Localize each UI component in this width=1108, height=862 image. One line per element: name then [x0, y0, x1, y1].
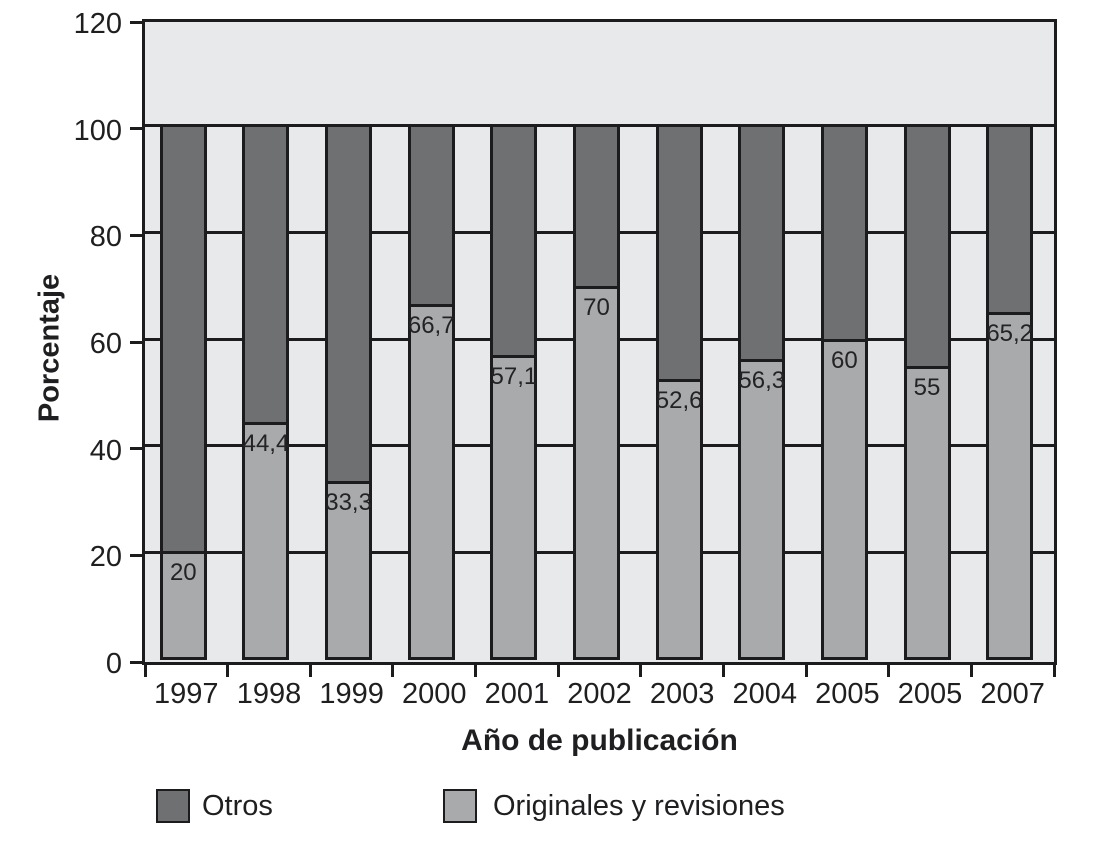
y-tick-mark-40	[130, 447, 144, 451]
bar-2002-5: 70	[573, 124, 620, 661]
bar-2001-4: 57,1	[490, 124, 538, 661]
bar-segment-otros	[410, 127, 452, 304]
bar-segment-originales: 44,4	[243, 422, 289, 658]
bar-segment-otros	[328, 127, 370, 481]
bar-segment-otros	[245, 127, 287, 423]
x-tick-label-2000-3: 2000	[401, 678, 467, 710]
x-tick-label-2007-10: 2007	[980, 678, 1045, 710]
bar-value-label: 65,2	[986, 319, 1034, 347]
bar-value-label: 44,4	[242, 430, 290, 458]
y-tick-mark-20	[130, 553, 144, 557]
x-tick-mark-4	[474, 662, 478, 677]
bar-segment-otros	[823, 127, 865, 340]
y-tick-mark-80	[130, 233, 144, 237]
bar-value-label: 55	[913, 373, 941, 401]
bar-segment-otros	[906, 127, 948, 366]
x-tick-mark-0	[143, 662, 147, 677]
bar-value-label: 60	[831, 347, 858, 375]
x-tick-label-1999-2: 1999	[319, 678, 384, 710]
y-tick-label-20: 20	[89, 541, 122, 574]
y-tick-label-40: 40	[89, 434, 122, 467]
y-tick-label-80: 80	[89, 221, 122, 254]
bar-segment-otros	[493, 127, 535, 355]
y-tick-label-100: 100	[73, 114, 122, 147]
bar-value-label: 20	[169, 559, 197, 587]
y-axis-title: Porcentaje	[33, 273, 66, 423]
bar-2000-3: 66,7	[407, 124, 455, 661]
legend-swatch-originales	[443, 789, 477, 823]
bar-segment-otros	[741, 127, 783, 359]
x-tick-label-2002-5: 2002	[567, 678, 632, 710]
bar-segment-originales: 65,2	[986, 311, 1034, 658]
x-tick-label-2003-6: 2003	[649, 678, 715, 710]
x-tick-mark-1	[226, 662, 230, 677]
y-tick-label-0: 0	[105, 648, 122, 680]
bar-value-label: 56,3	[738, 366, 786, 394]
bar-segment-originales: 70	[576, 286, 617, 658]
legend-label-originales: Originales y revisiones	[493, 790, 785, 822]
bar-segment-otros	[989, 127, 1031, 312]
y-tick-mark-0	[130, 660, 144, 664]
x-tick-mark-7	[721, 662, 725, 677]
bar-segment-originales: 52,6	[655, 378, 703, 658]
bar-value-label: 70	[583, 294, 610, 322]
bar-value-label: 33,3	[325, 488, 372, 516]
y-tick-mark-100	[130, 127, 144, 131]
x-tick-mark-9	[887, 662, 891, 677]
bar-2005-9: 55	[903, 124, 951, 661]
x-tick-mark-8	[804, 662, 808, 677]
y-tick-label-120: 120	[73, 8, 122, 40]
bar-segment-originales: 20	[162, 551, 204, 658]
bar-value-label: 52,6	[655, 386, 703, 414]
bar-2004-7: 56,3	[738, 124, 786, 661]
bar-segment-otros	[162, 127, 204, 552]
x-tick-mark-11	[1052, 662, 1056, 677]
x-tick-mark-5	[556, 662, 560, 677]
x-tick-label-2004-7: 2004	[732, 678, 798, 710]
x-tick-label-2005-8: 2005	[815, 678, 880, 710]
bar-1998-1: 44,4	[242, 124, 290, 661]
x-tick-mark-10	[969, 662, 973, 677]
x-tick-mark-2	[308, 662, 312, 677]
bar-segment-originales: 33,3	[325, 480, 372, 658]
bar-value-label: 57,1	[490, 362, 538, 390]
x-tick-mark-3	[391, 662, 395, 677]
bar-segment-originales: 60	[823, 339, 865, 658]
bar-segment-otros	[576, 127, 617, 287]
bar-1999-2: 33,3	[325, 124, 373, 661]
bar-2007-10: 65,2	[986, 124, 1034, 661]
x-axis-title: Año de publicación	[461, 724, 738, 757]
bar-1997-0: 20	[159, 124, 207, 661]
bar-segment-originales: 57,1	[491, 354, 537, 658]
bar-value-label: 66,7	[407, 311, 455, 339]
plot-area: 20 44,4 33,3 66,7 57,1 70 52,6 56,3 60 55 65,2	[142, 19, 1057, 665]
y-tick-mark-120	[130, 20, 144, 24]
y-tick-mark-60	[130, 340, 144, 344]
x-tick-label-1998-1: 1998	[236, 678, 302, 710]
bar-segment-otros	[658, 127, 700, 379]
x-tick-label-1997-0: 1997	[154, 678, 219, 710]
x-tick-mark-6	[639, 662, 643, 677]
y-tick-label-60: 60	[89, 328, 122, 360]
legend-swatch-otros	[156, 789, 190, 823]
bar-2005-8: 60	[820, 124, 868, 661]
bar-segment-originales: 66,7	[407, 303, 455, 658]
bar-segment-originales: 56,3	[738, 358, 786, 658]
x-tick-label-2001-4: 2001	[484, 678, 550, 710]
bar-2003-6: 52,6	[655, 124, 703, 661]
x-tick-label-2005-9: 2005	[897, 678, 963, 710]
bar-segment-originales: 55	[906, 365, 948, 658]
legend-label-otros: Otros	[202, 790, 273, 822]
